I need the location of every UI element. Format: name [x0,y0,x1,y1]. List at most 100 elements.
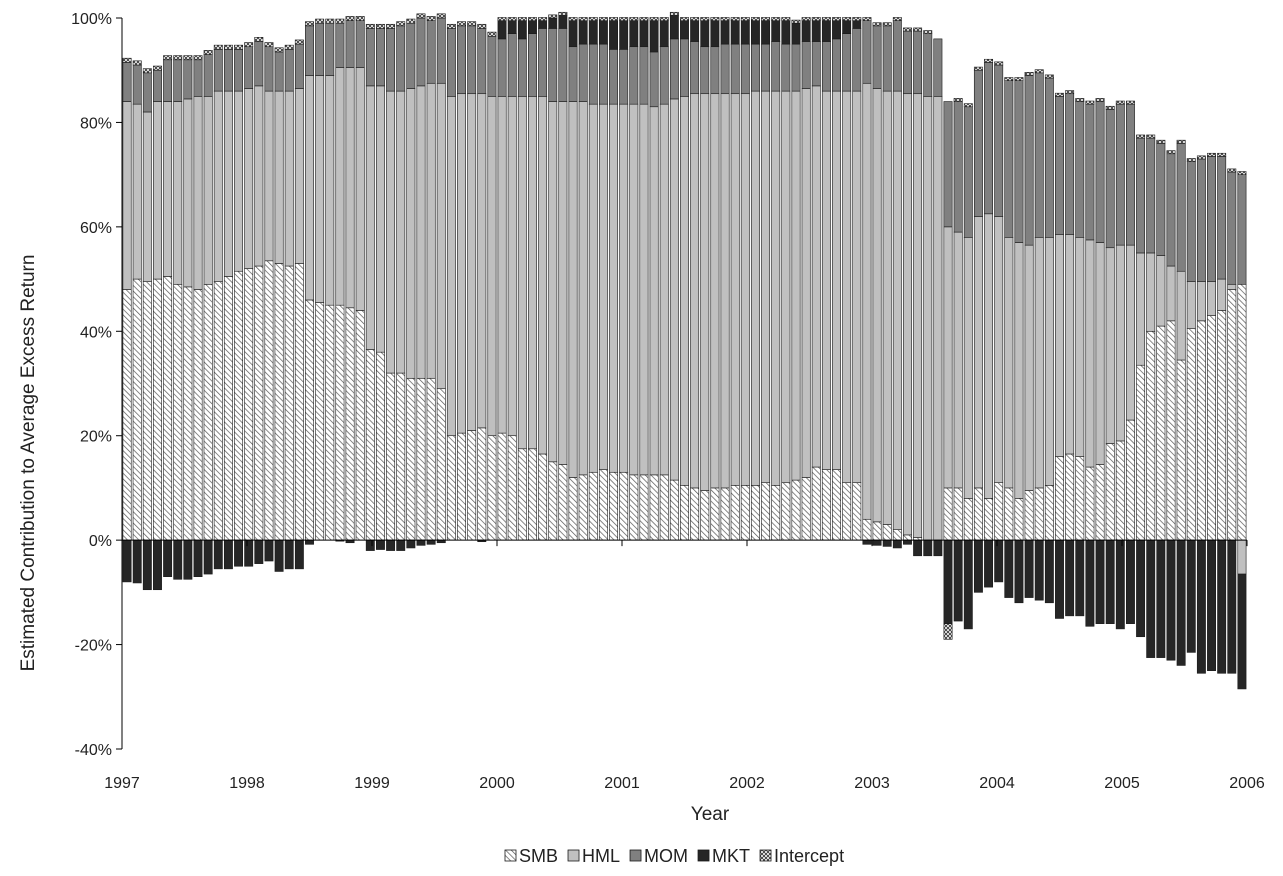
x-tick-label: 2000 [479,775,515,792]
bar-intercept-25 [375,23,385,29]
bar-intercept-27 [396,21,406,27]
bar-smb-70 [832,469,841,541]
bar-smb-11 [234,270,244,541]
bar-mom-96 [1095,101,1105,243]
y-tick-label: 0% [89,533,112,550]
bar-intercept-56 [690,17,700,21]
bar-mom-21 [335,22,345,68]
bar-mom-3 [153,69,162,102]
bar-mom-44 [568,46,578,102]
bar-hml-88 [1014,242,1024,499]
bar-mkt-75 [882,539,892,547]
bar-smb-17 [294,263,304,541]
bar-mom-82 [953,101,963,233]
bar-smb-89 [1024,490,1034,541]
bar-smb-66 [791,479,801,541]
bar-intercept-69 [821,17,831,21]
bar-hml-77 [903,93,912,536]
bar-mom-72 [852,28,862,92]
bar-smb-76 [892,529,902,541]
bar-intercept-68 [811,17,821,21]
bar-hml-92 [1055,234,1064,457]
bar-mom-41 [538,28,548,97]
bar-hml-57 [700,93,710,491]
bar-mom-105 [1186,161,1196,282]
bar-smb-97 [1105,443,1115,541]
bar-mkt-64 [771,20,781,42]
bar-mom-45 [578,43,588,102]
bar-smb-7 [193,289,203,541]
bar-smb-12 [244,268,254,541]
bar-mom-58 [710,46,720,95]
bar-intercept-70 [832,17,841,21]
bar-hml-23 [355,67,365,311]
bar-mom-97 [1105,109,1115,249]
bar-mom-35 [477,28,487,95]
bar-mkt-80 [933,539,943,557]
x-axis-title: Year [691,804,730,825]
bar-mkt-79 [923,539,933,557]
bar-hml-101 [1146,252,1156,332]
bar-mom-30 [426,20,436,84]
bar-mom-68 [811,41,821,87]
bar-hml-43 [558,101,568,465]
legend-label-hml: HML [582,846,620,866]
bar-intercept-77 [903,27,912,32]
bar-hml-82 [953,231,963,489]
bar-intercept-64 [771,17,781,21]
bar-hml-78 [913,93,923,538]
y-tick-label: 100% [71,11,112,28]
bar-smb-68 [811,466,821,541]
bar-smb-63 [761,482,771,541]
bar-mom-80 [933,38,943,97]
bar-smb-88 [1014,498,1024,541]
bar-intercept-92 [1055,92,1064,97]
y-tick-label: 20% [80,429,112,446]
bar-mkt-8 [203,539,213,575]
bar-mkt-47 [598,20,608,45]
bar-hml-22 [345,67,355,309]
bar-mom-106 [1196,158,1206,282]
bar-smb-28 [406,377,416,541]
bar-hml-93 [1065,234,1075,455]
bar-smb-110 [1237,283,1247,541]
bar-mkt-84 [973,539,983,593]
bar-intercept-109 [1227,168,1237,173]
bar-intercept-94 [1075,98,1085,102]
bar-hml-20 [325,75,335,306]
bar-smb-47 [598,469,608,541]
bar-intercept-81 [943,623,953,640]
bar-mkt-24 [365,539,375,551]
bar-mkt-102 [1156,539,1166,658]
bar-mkt-27 [396,539,406,551]
bar-hml-28 [406,88,416,379]
bar-hml-73 [862,82,872,520]
bar-smb-49 [619,471,629,541]
x-tick-label: 2002 [729,775,765,792]
bar-smb-26 [386,372,396,541]
bar-intercept-79 [923,30,933,34]
bar-hml-17 [294,88,304,264]
bar-mkt-67 [801,20,811,42]
bar-intercept-38 [507,17,517,21]
x-tick-label: 2005 [1104,775,1140,792]
bar-smb-25 [375,351,385,541]
bar-hml-68 [811,85,821,468]
bar-mom-73 [862,20,872,84]
bar-mkt-81 [943,539,953,624]
bar-intercept-29 [416,13,426,19]
bar-mom-60 [730,43,740,95]
bar-smb-39 [517,448,527,541]
bar-mkt-11 [234,539,244,567]
bar-intercept-75 [882,22,892,27]
bar-hml-97 [1105,247,1115,444]
bar-hml-107 [1207,281,1216,316]
bar-mkt-106 [1196,539,1206,674]
bar-mkt-110 [1237,573,1247,690]
bar-mkt-25 [375,539,385,550]
bar-hml-10 [223,90,233,277]
bar-mkt-42 [548,17,558,29]
bar-smb-24 [365,349,375,541]
bar-mom-84 [973,69,983,217]
bar-mkt-99 [1125,539,1135,624]
